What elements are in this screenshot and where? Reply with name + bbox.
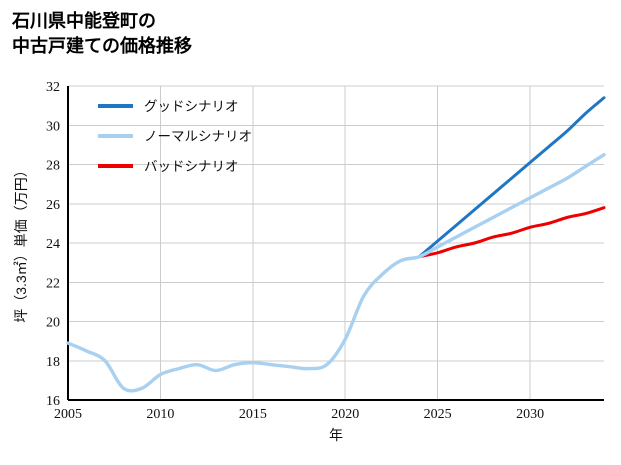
- y-tick-label-28: 28: [46, 159, 60, 174]
- x-tick-label-2025: 2025: [424, 407, 452, 422]
- x-axis-tick-labels: 2005 2010 2015 2020 2025 2030: [54, 407, 544, 422]
- x-tick-label-2020: 2020: [331, 407, 359, 422]
- chart-title: 石川県中能登町の 中古戸建ての価格推移: [12, 9, 192, 59]
- x-axis-title: 年: [329, 427, 343, 443]
- y-tick-label-18: 18: [46, 355, 60, 370]
- x-tick-label-2030: 2030: [516, 407, 544, 422]
- y-tick-label-22: 22: [46, 276, 60, 291]
- y-tick-label-30: 30: [46, 119, 60, 134]
- chart-title-line-2: 中古戸建ての価格推移: [12, 36, 192, 56]
- series-line-normal: [66, 152, 606, 393]
- y-tick-label-20: 20: [46, 316, 60, 331]
- y-axis-tick-labels: 16 18 20 22 24 26 28 30 32: [46, 80, 60, 409]
- y-tick-label-32: 32: [46, 80, 60, 95]
- y-axis-title: 坪（3.3㎡）単価（万円）: [13, 163, 29, 322]
- x-tick-label-2015: 2015: [239, 407, 267, 422]
- chart-title-line-1: 石川県中能登町の: [12, 11, 156, 31]
- x-tick-label-2005: 2005: [54, 407, 82, 422]
- y-tick-label-26: 26: [46, 198, 60, 213]
- series-line-good: [417, 96, 606, 259]
- axis-spines-group: [66, 86, 604, 402]
- series-line-bad: [417, 206, 606, 259]
- y-tick-label-16: 16: [46, 394, 60, 409]
- y-tick-label-24: 24: [46, 237, 60, 252]
- legend-label-good: グッドシナリオ: [144, 99, 239, 114]
- legend-label-normal: ノーマルシナリオ: [144, 129, 252, 144]
- data-series-group: [66, 96, 606, 393]
- x-tick-label-2010: 2010: [146, 407, 174, 422]
- legend-label-bad: バッドシナリオ: [144, 159, 239, 174]
